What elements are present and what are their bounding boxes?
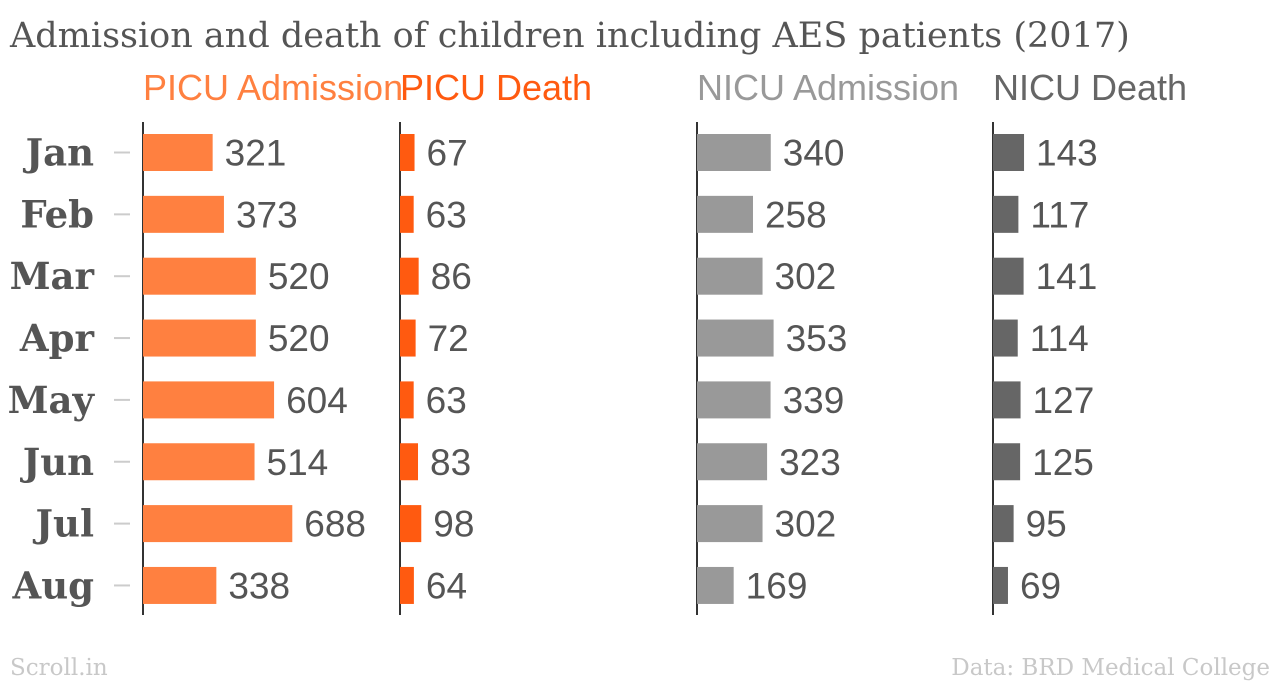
bar-nicu-death-apr bbox=[993, 319, 1018, 357]
bar-picu-admission-mar bbox=[143, 257, 256, 295]
value-label-nicu-admission-may: 339 bbox=[783, 380, 845, 421]
month-label-aug: Aug bbox=[12, 563, 94, 607]
value-label-picu-admission-may: 604 bbox=[286, 380, 348, 421]
value-label-picu-death-feb: 63 bbox=[426, 194, 467, 235]
month-label-apr: Apr bbox=[19, 316, 95, 360]
value-label-picu-admission-aug: 338 bbox=[228, 565, 290, 606]
bar-picu-death-apr bbox=[400, 319, 416, 357]
panel-nicu-death: NICU Death 143 117 141 114 127 125 95 69 bbox=[992, 67, 1187, 615]
bar-nicu-death-feb bbox=[993, 195, 1019, 233]
value-label-picu-death-jul: 98 bbox=[433, 504, 474, 545]
series-title-nicu-admission: NICU Admission bbox=[697, 67, 959, 108]
month-label-jan: Jan bbox=[23, 131, 94, 175]
bar-nicu-admission-aug bbox=[697, 566, 734, 604]
series-title-picu-death: PICU Death bbox=[400, 67, 592, 108]
value-label-picu-admission-jul: 688 bbox=[304, 504, 366, 545]
chart-title: Admission and death of children includin… bbox=[9, 16, 1130, 56]
bar-picu-death-jul bbox=[400, 505, 422, 543]
panel-nicu-admission: NICU Admission 340 258 302 353 339 323 302 169 bbox=[696, 67, 959, 615]
month-label-jun: Jun bbox=[20, 440, 94, 484]
value-label-nicu-admission-jan: 340 bbox=[783, 133, 845, 174]
series-title-nicu-death: NICU Death bbox=[993, 67, 1187, 108]
source-right: Data: BRD Medical College bbox=[951, 655, 1270, 681]
bar-nicu-admission-apr bbox=[697, 319, 774, 357]
bar-picu-admission-may bbox=[143, 381, 275, 419]
value-label-nicu-death-mar: 141 bbox=[1036, 256, 1098, 297]
month-label-feb: Feb bbox=[20, 192, 94, 236]
month-labels: Jan Feb Mar Apr May Jun Jul Aug bbox=[8, 131, 130, 607]
value-label-picu-death-mar: 86 bbox=[431, 256, 472, 297]
bar-nicu-admission-jan bbox=[697, 134, 771, 171]
bar-nicu-death-jan bbox=[993, 134, 1025, 171]
value-label-picu-death-jun: 83 bbox=[430, 442, 471, 483]
value-label-picu-death-apr: 72 bbox=[428, 318, 469, 359]
value-label-nicu-death-jan: 143 bbox=[1036, 133, 1098, 174]
bar-nicu-admission-mar bbox=[697, 257, 763, 295]
bar-nicu-admission-jul bbox=[697, 505, 763, 543]
bar-nicu-death-aug bbox=[993, 566, 1008, 604]
chart-panels: PICU Admission321373520520604514688338PI… bbox=[142, 67, 1187, 615]
bar-picu-admission-jun bbox=[143, 443, 255, 481]
bar-nicu-death-jun bbox=[993, 443, 1021, 481]
value-label-picu-death-may: 63 bbox=[426, 380, 467, 421]
value-label-nicu-admission-aug: 169 bbox=[746, 565, 808, 606]
value-label-nicu-death-jun: 125 bbox=[1032, 442, 1094, 483]
value-label-picu-admission-apr: 520 bbox=[268, 318, 330, 359]
value-label-nicu-admission-feb: 258 bbox=[765, 194, 827, 235]
value-label-nicu-admission-mar: 302 bbox=[775, 256, 837, 297]
bar-nicu-admission-may bbox=[697, 381, 771, 419]
value-label-nicu-death-jul: 95 bbox=[1026, 504, 1067, 545]
value-label-nicu-death-apr: 114 bbox=[1030, 318, 1089, 359]
value-label-picu-admission-jun: 514 bbox=[267, 442, 329, 483]
bar-nicu-admission-feb bbox=[697, 195, 753, 233]
bar-nicu-admission-jun bbox=[697, 443, 768, 481]
value-label-picu-admission-mar: 520 bbox=[268, 256, 330, 297]
value-label-nicu-admission-jul: 302 bbox=[775, 504, 837, 545]
bar-nicu-death-mar bbox=[993, 257, 1024, 295]
bar-nicu-death-jul bbox=[993, 505, 1014, 543]
month-label-mar: Mar bbox=[10, 254, 95, 298]
bar-picu-death-jun bbox=[400, 443, 419, 481]
bar-picu-death-jan bbox=[400, 134, 415, 171]
bar-picu-admission-apr bbox=[143, 319, 256, 357]
value-label-nicu-admission-jun: 323 bbox=[779, 442, 841, 483]
value-label-nicu-death-aug: 69 bbox=[1020, 565, 1061, 606]
bar-picu-death-feb bbox=[400, 195, 414, 233]
bar-picu-death-mar bbox=[400, 257, 419, 295]
value-label-nicu-death-may: 127 bbox=[1033, 380, 1095, 421]
bar-picu-death-may bbox=[400, 381, 414, 419]
source-left: Scroll.in bbox=[10, 655, 108, 681]
bar-picu-admission-jan bbox=[143, 134, 213, 171]
panel-picu-admission: PICU Admission 321 373 520 520 604 514 688 338 bbox=[142, 67, 403, 615]
panel-picu-death: PICU Death 67 63 86 72 63 83 98 64 bbox=[399, 67, 592, 615]
bar-nicu-death-may bbox=[993, 381, 1021, 419]
bar-picu-death-aug bbox=[400, 566, 414, 604]
value-label-nicu-admission-apr: 353 bbox=[786, 318, 848, 359]
value-label-picu-admission-jan: 321 bbox=[225, 133, 287, 174]
value-label-picu-admission-feb: 373 bbox=[236, 194, 298, 235]
value-label-picu-death-aug: 64 bbox=[426, 565, 467, 606]
bar-picu-admission-feb bbox=[143, 195, 224, 233]
value-label-picu-death-jan: 67 bbox=[427, 133, 468, 174]
series-title-picu-admission: PICU Admission bbox=[143, 67, 403, 108]
bar-picu-admission-jul bbox=[143, 505, 293, 543]
bar-picu-admission-aug bbox=[143, 566, 217, 604]
month-label-may: May bbox=[8, 378, 96, 422]
month-label-jul: Jul bbox=[33, 502, 94, 546]
value-label-nicu-death-feb: 117 bbox=[1030, 194, 1089, 235]
